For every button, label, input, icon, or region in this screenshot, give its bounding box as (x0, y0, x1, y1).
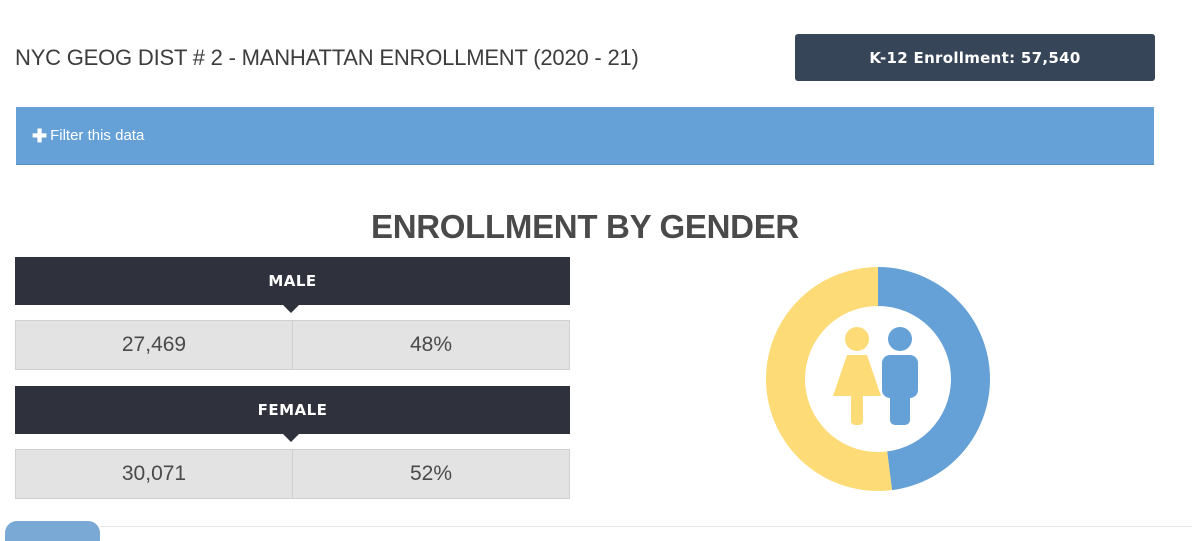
section-title: ENROLLMENT BY GENDER (371, 208, 799, 245)
male-count: 27,469 (121, 333, 187, 356)
plus-icon: ✚ (32, 125, 48, 146)
female-header-label: FEMALE (257, 401, 328, 419)
female-figure-icon (833, 327, 881, 425)
filter-toggle-bar[interactable]: ✚ Filter this data (16, 107, 1154, 165)
filter-label: Filter this data (50, 127, 145, 144)
female-stats-row: 30,071 52% (15, 449, 570, 499)
female-count: 30,071 (121, 462, 187, 485)
male-figure-icon (882, 327, 918, 425)
bottom-tab[interactable] (5, 521, 100, 541)
gender-donut-chart (766, 267, 991, 491)
male-percent: 48% (292, 321, 569, 369)
male-header-label: MALE (268, 272, 317, 290)
page-title: NYC GEOG DIST # 2 - MANHATTAN ENROLLMENT… (15, 45, 639, 70)
divider (100, 526, 1192, 527)
pointer-arrow (283, 434, 299, 442)
male-stats-row: 27,469 48% (15, 320, 570, 370)
k12-enrollment-badge: K-12 Enrollment: 57,540 (795, 34, 1155, 81)
male-header: MALE (15, 257, 570, 313)
female-header: FEMALE (15, 386, 570, 442)
female-percent: 52% (292, 450, 569, 498)
donut-hole (805, 306, 951, 452)
pointer-arrow (283, 305, 299, 313)
